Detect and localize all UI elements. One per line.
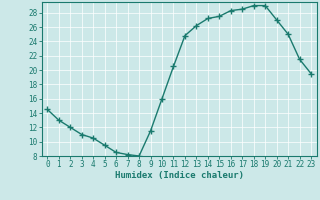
X-axis label: Humidex (Indice chaleur): Humidex (Indice chaleur) — [115, 171, 244, 180]
